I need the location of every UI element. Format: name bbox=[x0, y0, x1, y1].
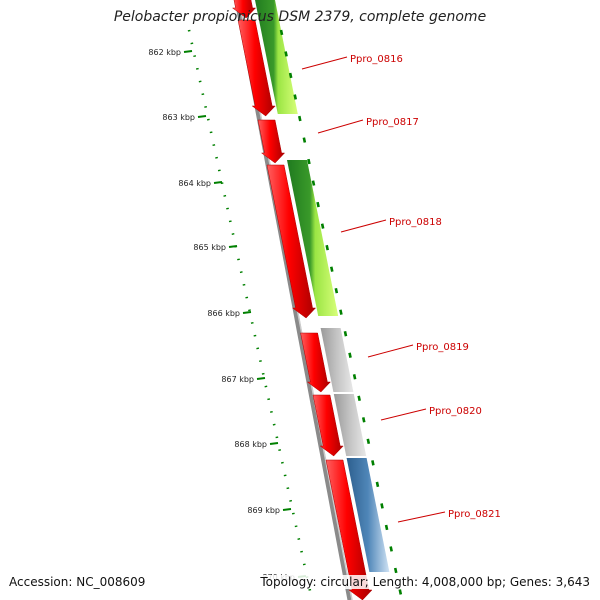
cds-arrow-1[interactable] bbox=[237, 19, 276, 117]
gene-label-Ppro_0817[interactable]: Ppro_0817 bbox=[366, 117, 419, 128]
cds-arrow-3[interactable] bbox=[266, 164, 317, 319]
kbp-major-tick bbox=[256, 377, 266, 380]
function-track-Ppro_0819[interactable] bbox=[320, 328, 354, 392]
kbp-tick-label: 864 kbp bbox=[178, 179, 211, 188]
cds-arrow-5[interactable] bbox=[312, 394, 344, 457]
outer-ticks-line bbox=[279, 29, 404, 600]
feature-tracks bbox=[231, 0, 390, 600]
outer-strand-ticks bbox=[279, 29, 404, 600]
kbp-tick-label: 867 kbp bbox=[221, 375, 254, 384]
kbp-tick-label: 863 kbp bbox=[162, 113, 195, 122]
gene-label-Ppro_0821[interactable]: Ppro_0821 bbox=[448, 509, 501, 520]
kbp-tick-label: 862 kbp bbox=[148, 48, 181, 57]
function-track-Ppro_0821[interactable] bbox=[346, 458, 390, 572]
cds-arrow-4[interactable] bbox=[300, 332, 331, 393]
gene-label-Ppro_0816[interactable]: Ppro_0816 bbox=[350, 54, 403, 65]
kbp-tick-label: 865 kbp bbox=[193, 243, 226, 252]
leader-line-Ppro_0819 bbox=[367, 344, 414, 358]
kbp-tick-label: 869 kbp bbox=[247, 506, 280, 515]
cds-arrow-2[interactable] bbox=[257, 119, 286, 164]
cds-arrow-0[interactable] bbox=[231, 0, 257, 19]
gene-label-Ppro_0819[interactable]: Ppro_0819 bbox=[416, 342, 469, 353]
kbp-tick-label: 868 kbp bbox=[234, 440, 267, 449]
kbp-major-tick bbox=[282, 508, 292, 511]
kbp-major-tick bbox=[197, 115, 207, 118]
leader-line-Ppro_0821 bbox=[397, 511, 446, 523]
map-title: Pelobacter propionicus DSM 2379, complet… bbox=[113, 9, 487, 25]
leader-line-Ppro_0818 bbox=[340, 219, 387, 233]
leader-line-Ppro_0816 bbox=[301, 56, 348, 70]
kbp-major-tick bbox=[183, 50, 193, 53]
function-track-Ppro_0818[interactable] bbox=[287, 160, 339, 316]
leader-line-Ppro_0820 bbox=[380, 408, 427, 421]
leader-line-Ppro_0817 bbox=[317, 119, 364, 134]
gene-label-leaders: Ppro_0816 Ppro_0817 Ppro_0818 Ppro_0819 Ppro… bbox=[301, 54, 501, 523]
gene-label-Ppro_0820[interactable]: Ppro_0820 bbox=[429, 406, 482, 417]
function-track-Ppro_0816[interactable] bbox=[254, 0, 298, 114]
kbp-major-tick bbox=[228, 245, 238, 248]
kbp-major-tick bbox=[213, 181, 223, 184]
kbp-major-tick bbox=[242, 311, 252, 314]
kbp-tick-label: 866 kbp bbox=[207, 309, 240, 318]
accession-text: Accession: NC_008609 bbox=[9, 575, 146, 589]
function-track-Ppro_0820[interactable] bbox=[333, 394, 367, 456]
kbp-tick-labels: 862 kbp 863 kbp 864 kbp 865 kbp 866 kbp 867 k… bbox=[148, 48, 307, 582]
gene-label-Ppro_0818[interactable]: Ppro_0818 bbox=[389, 217, 442, 228]
genome-summary-text: Topology: circular; Length: 4,008,000 bp… bbox=[260, 575, 590, 589]
kbp-major-tick bbox=[269, 442, 279, 445]
cds-arrow-6[interactable] bbox=[325, 459, 373, 600]
